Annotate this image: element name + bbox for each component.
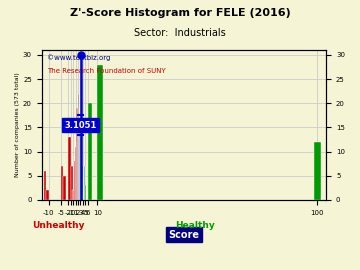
Text: Healthy: Healthy [175, 221, 215, 231]
Bar [83, 176, 84, 200]
Bar [314, 142, 321, 200]
Bar [61, 166, 63, 200]
Bar [88, 103, 93, 200]
Y-axis label: Number of companies (573 total): Number of companies (573 total) [15, 73, 20, 177]
Bar [76, 108, 77, 200]
Bar [71, 166, 73, 200]
Bar [85, 185, 86, 200]
Bar [77, 108, 78, 200]
Bar [63, 176, 66, 200]
Bar [68, 137, 71, 200]
Text: Unhealthy: Unhealthy [32, 221, 85, 231]
Text: Sector:  Industrials: Sector: Industrials [134, 28, 226, 38]
Bar [75, 147, 76, 200]
Bar [81, 157, 82, 200]
Bar [44, 171, 46, 200]
Bar [73, 190, 74, 200]
Bar [72, 190, 73, 200]
Bar [46, 190, 49, 200]
Bar [79, 132, 80, 200]
Text: ©www.textbiz.org: ©www.textbiz.org [47, 55, 111, 61]
Text: Z'-Score Histogram for FELE (2016): Z'-Score Histogram for FELE (2016) [69, 8, 291, 18]
Bar [78, 108, 79, 200]
Bar [96, 65, 103, 200]
Text: 3.1051: 3.1051 [64, 120, 97, 130]
X-axis label: Score: Score [168, 230, 199, 239]
Bar [84, 166, 85, 200]
Bar [82, 166, 83, 200]
Text: The Research Foundation of SUNY: The Research Foundation of SUNY [47, 68, 166, 74]
